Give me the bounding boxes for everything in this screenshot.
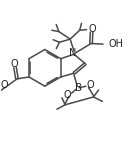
Text: O: O bbox=[86, 80, 94, 90]
Text: O: O bbox=[64, 90, 71, 100]
Text: O: O bbox=[89, 24, 96, 34]
Text: B: B bbox=[75, 83, 82, 93]
Text: OH: OH bbox=[108, 38, 123, 49]
Text: O: O bbox=[11, 59, 18, 69]
Text: O: O bbox=[1, 80, 8, 90]
Text: N: N bbox=[69, 48, 76, 58]
